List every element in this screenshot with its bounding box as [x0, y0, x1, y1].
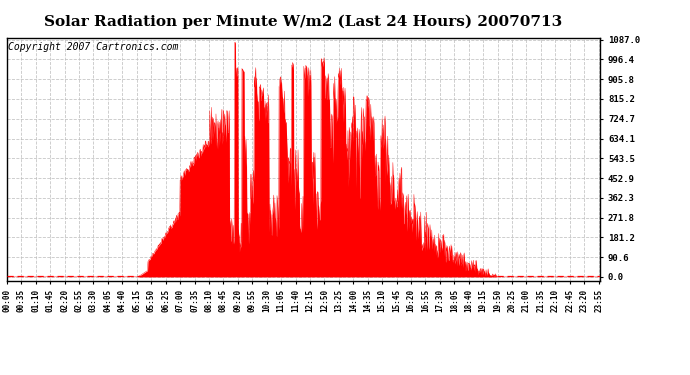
Text: Solar Radiation per Minute W/m2 (Last 24 Hours) 20070713: Solar Radiation per Minute W/m2 (Last 24…: [44, 15, 563, 29]
Text: Copyright 2007 Cartronics.com: Copyright 2007 Cartronics.com: [8, 42, 179, 52]
